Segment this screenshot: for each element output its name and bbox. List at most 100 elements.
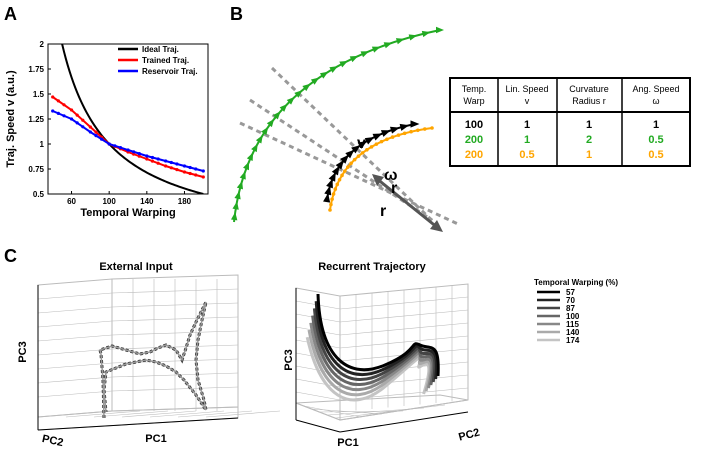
green-arrowhead — [360, 51, 370, 58]
data-point — [164, 159, 168, 163]
orange-marker — [430, 126, 434, 130]
panel-letter-b: B — [230, 4, 243, 24]
green-arrowhead — [421, 30, 431, 38]
table-cell: 100 — [465, 119, 483, 131]
green-arrowhead — [302, 83, 311, 92]
x-tick-label: 180 — [178, 197, 192, 206]
green-arrowhead — [261, 126, 269, 136]
table-cell: 1 — [586, 119, 592, 131]
chart-title: Recurrent Trajectory — [318, 261, 426, 273]
x-axis-ticks: 60 100 140 180 — [67, 191, 192, 206]
green-arrowhead — [234, 190, 241, 200]
green-arrowhead — [395, 38, 405, 45]
green-arrowhead — [349, 55, 359, 63]
orange-marker — [402, 131, 407, 136]
series-line — [52, 110, 204, 172]
legend: Ideal Traj. Trained Traj. Reservoir Traj… — [118, 45, 198, 76]
legend-label-trained: Trained Traj. — [142, 56, 189, 65]
black-arrowheads — [323, 120, 420, 203]
grid-line — [37, 362, 113, 370]
green-arrowhead — [230, 212, 238, 221]
3d-grid — [295, 283, 469, 433]
black-arrowhead — [351, 145, 361, 154]
parameter-table: Temp. Warp Lin. Speed v Curvature Radius… — [449, 77, 691, 167]
data-point — [169, 166, 173, 170]
data-point — [88, 125, 92, 129]
data-point — [88, 130, 92, 134]
data-point — [56, 111, 60, 115]
legend-label: 57 — [566, 288, 575, 297]
axis-line — [295, 419, 341, 433]
orange-marker — [374, 142, 379, 146]
green-arrowhead — [279, 103, 288, 112]
trajectory-line — [311, 315, 435, 387]
y-axis-ticks: 2 1.75 1.5 1.25 1 0.75 0.5 — [28, 40, 51, 199]
green-arrowhead — [436, 26, 444, 34]
grid-line — [121, 410, 197, 418]
trajectory-line — [316, 293, 440, 377]
grid-line — [37, 320, 113, 328]
label-r-small: r — [391, 180, 397, 197]
table-cell: 1 — [586, 149, 592, 161]
orange-marker — [352, 157, 357, 162]
chart-title: External Input — [99, 261, 173, 273]
green-arrowheads — [230, 26, 444, 221]
table-cell: 1 — [524, 134, 530, 146]
data-point — [107, 142, 111, 146]
data-point — [201, 175, 205, 179]
data-point — [145, 154, 149, 158]
orange-marker — [340, 173, 344, 178]
radius-arrow — [375, 176, 439, 230]
grid-line — [37, 306, 113, 314]
table-header-cell: Ang. Speed — [632, 84, 679, 94]
orange-marker — [356, 154, 361, 158]
label-omega: ω — [384, 167, 398, 184]
grid-line — [335, 404, 446, 419]
orange-marker — [346, 165, 350, 169]
data-point — [169, 160, 173, 165]
orange-marker — [409, 129, 413, 134]
orange-marker — [365, 147, 369, 152]
data-point — [145, 157, 149, 161]
data-point — [62, 103, 66, 107]
black-arrowhead — [340, 154, 349, 164]
black-arrowhead — [331, 165, 340, 176]
panel-c-right-chart: Recurrent Trajectory PC3 PC1 PC2 Tempora… — [283, 261, 618, 449]
trajectory-line — [314, 301, 438, 380]
data-point — [150, 159, 155, 163]
grid-line — [177, 410, 253, 418]
panel-letter-c: C — [4, 246, 17, 266]
orange-marker — [329, 202, 333, 207]
y-tick-label: 1.5 — [33, 90, 45, 99]
x-axis-title: PC1 — [337, 437, 358, 449]
orange-marker — [422, 127, 427, 131]
y-tick-label: 0.75 — [28, 165, 44, 174]
y-axis-title: PC2 — [457, 427, 481, 444]
green-arrowhead — [329, 66, 338, 73]
data-point — [175, 168, 179, 172]
trajectory-line — [307, 329, 432, 397]
data-point — [164, 164, 168, 168]
3d-grid — [37, 274, 281, 431]
radius-arrowhead-end — [430, 220, 443, 232]
green-arrowhead — [243, 161, 250, 171]
panel-c-left-chart: External Input PC3 PC1 PC2 — [17, 261, 281, 449]
black-arrowhead — [389, 126, 400, 134]
panel-a-chart: 2 1.75 1.5 1.25 1 0.75 0.5 60 100 140 180 Ideal T… — [5, 40, 209, 219]
data-point — [156, 161, 160, 165]
table-cell: 1 — [653, 119, 659, 131]
orange-marker — [331, 192, 336, 196]
legend-label: 100 — [566, 312, 580, 321]
data-point — [175, 162, 179, 166]
green-arrowhead — [239, 171, 246, 180]
data-point — [75, 113, 79, 117]
grid-line — [205, 410, 281, 418]
table-header-cell: Radius r — [572, 96, 606, 106]
data-point — [137, 152, 141, 156]
black-arrowhead — [364, 137, 375, 145]
orange-marker — [328, 208, 332, 212]
data-point — [188, 165, 192, 170]
data-point — [132, 152, 136, 156]
table-cell: 1 — [524, 119, 530, 131]
green-arrowhead — [236, 180, 243, 190]
